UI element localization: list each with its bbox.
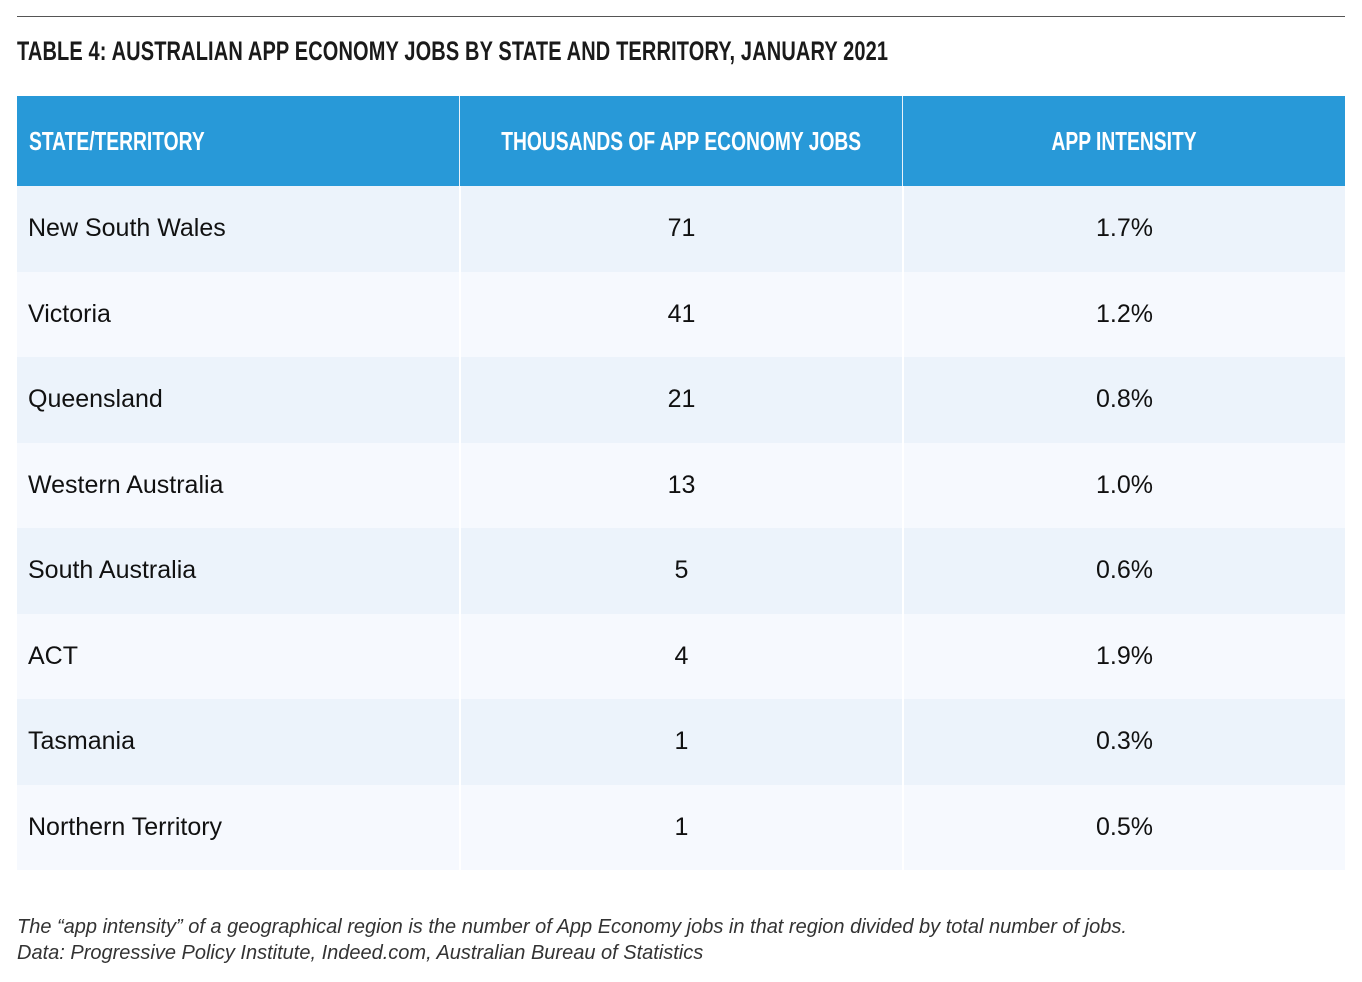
cell-jobs: 1 <box>459 784 902 870</box>
cell-intensity: 0.5% <box>902 784 1345 870</box>
table-row: South Australia 5 0.6% <box>17 528 1345 614</box>
jobs-table: STATE/TERRITORY THOUSANDS OF APP ECONOMY… <box>17 96 1345 870</box>
cell-intensity: 0.3% <box>902 699 1345 785</box>
cell-intensity: 1.9% <box>902 613 1345 699</box>
footnote: The “app intensity” of a geographical re… <box>17 914 1127 966</box>
table-row: Northern Territory 1 0.5% <box>17 784 1345 870</box>
cell-jobs: 41 <box>459 271 902 357</box>
cell-state: Northern Territory <box>28 812 223 841</box>
cell-state: Queensland <box>28 385 163 414</box>
cell-state: New South Wales <box>28 214 226 243</box>
footnote-definition: The “app intensity” of a geographical re… <box>17 916 1127 938</box>
table-header-row: STATE/TERRITORY THOUSANDS OF APP ECONOMY… <box>17 96 1345 186</box>
cell-jobs: 21 <box>459 357 902 443</box>
cell-intensity: 1.7% <box>902 186 1345 272</box>
cell-jobs: 4 <box>459 613 902 699</box>
cell-state: Victoria <box>28 299 111 328</box>
table-row: Queensland 21 0.8% <box>17 357 1345 443</box>
top-rule <box>17 16 1345 17</box>
cell-jobs: 71 <box>459 186 902 272</box>
cell-jobs: 1 <box>459 699 902 785</box>
cell-jobs: 5 <box>459 528 902 614</box>
header-app-economy-jobs: THOUSANDS OF APP ECONOMY JOBS <box>459 96 902 186</box>
table-row: Western Australia 13 1.0% <box>17 442 1345 528</box>
cell-state: ACT <box>28 641 78 670</box>
table-row: ACT 4 1.9% <box>17 613 1345 699</box>
cell-intensity: 1.0% <box>902 442 1345 528</box>
cell-intensity: 0.6% <box>902 528 1345 614</box>
table-row: Victoria 41 1.2% <box>17 271 1345 357</box>
cell-intensity: 1.2% <box>902 271 1345 357</box>
table-row: Tasmania 1 0.3% <box>17 699 1345 785</box>
cell-intensity: 0.8% <box>902 357 1345 443</box>
cell-state: South Australia <box>28 556 197 585</box>
header-app-intensity: APP INTENSITY <box>902 96 1345 186</box>
table-title: TABLE 4: AUSTRALIAN APP ECONOMY JOBS BY … <box>17 36 889 66</box>
header-state-territory: STATE/TERRITORY <box>29 125 205 156</box>
footnote-source: Data: Progressive Policy Institute, Inde… <box>17 942 704 964</box>
cell-jobs: 13 <box>459 442 902 528</box>
table-row: New South Wales 71 1.7% <box>17 186 1345 272</box>
cell-state: Western Australia <box>28 470 224 499</box>
cell-state: Tasmania <box>28 727 135 756</box>
